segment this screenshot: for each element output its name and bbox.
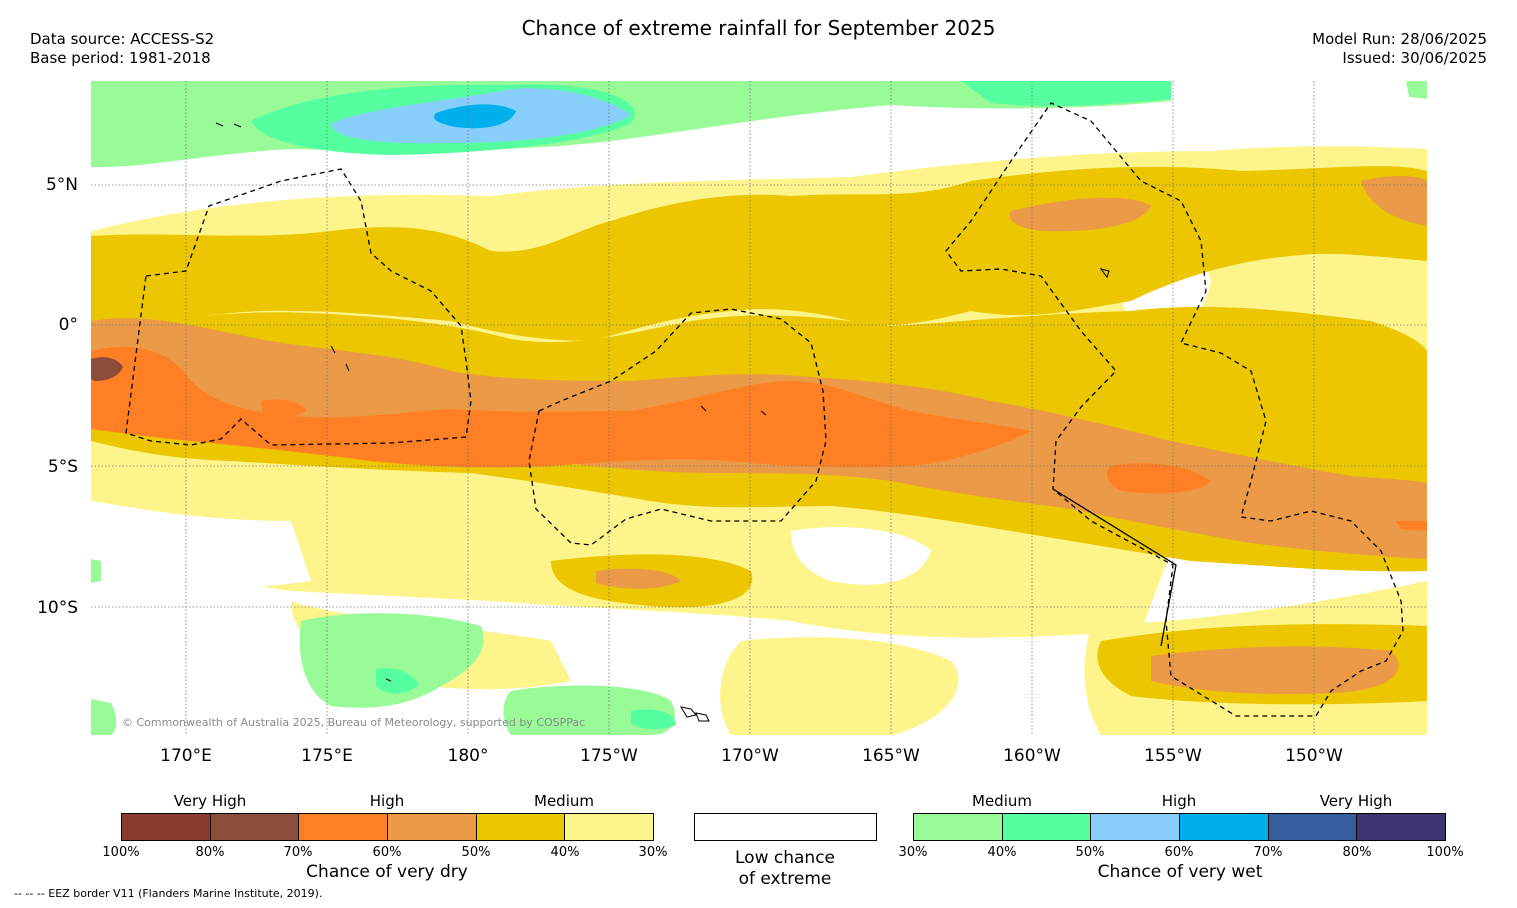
dry-region-orange <box>91 346 1031 468</box>
wet-caption: Chance of very wet <box>1097 862 1263 882</box>
dry-region-very-high <box>91 357 123 381</box>
model-run-text: Model Run: 28/06/2025 <box>1312 30 1487 48</box>
lon-label-155w: 155°W <box>1144 746 1202 766</box>
lon-label-170w: 170°W <box>721 746 779 766</box>
wet-very-high-label: Very High <box>1319 792 1393 810</box>
low-chance-line1: Low chance <box>735 848 835 868</box>
dry-swatch <box>388 814 477 840</box>
wet-pct-label: 50% <box>1075 845 1105 860</box>
issued-text: Issued: 30/06/2025 <box>1342 49 1487 67</box>
dry-swatch <box>210 814 300 840</box>
lat-label-0: 0° <box>58 315 78 335</box>
header-right: Model Run: 28/06/2025 Issued: 30/06/2025 <box>1312 30 1487 68</box>
copyright-text: © Commonwealth of Australia 2025, Bureau… <box>122 716 586 729</box>
wet-high-label: High <box>1161 792 1197 810</box>
wet-colorbar <box>913 813 1446 841</box>
lon-label-150w: 150°W <box>1285 746 1343 766</box>
dry-medium-label: Medium <box>534 792 594 810</box>
lon-label-175e: 175°E <box>301 746 353 766</box>
header-left: Data source: ACCESS-S2 Base period: 1981… <box>30 30 214 68</box>
dry-swatch <box>476 814 566 840</box>
data-source-text: Data source: ACCESS-S2 <box>30 30 215 48</box>
dry-caption: Chance of very dry <box>306 862 468 882</box>
dry-swatch <box>122 814 211 840</box>
dry-very-high-label: Very High <box>173 792 247 810</box>
graticule <box>91 81 1427 735</box>
lon-label-180: 180° <box>447 746 489 766</box>
lon-label-160w: 160°W <box>1003 746 1061 766</box>
lon-label-165w: 165°W <box>862 746 920 766</box>
eez-borders <box>125 102 1404 717</box>
wet-swatch <box>1357 814 1446 840</box>
dry-swatch <box>299 814 389 840</box>
lon-label-175w: 175°W <box>580 746 638 766</box>
lat-label-5n: 5°N <box>45 175 78 195</box>
low-chance-line2: of extreme <box>738 869 832 889</box>
wet-pct-label: 40% <box>987 845 1017 860</box>
wet-swatch <box>914 814 1003 840</box>
wet-pct-label: 80% <box>1342 845 1372 860</box>
low-chance-caption: Low chance of extreme <box>685 848 885 890</box>
eez-footnote: -- -- -- EEZ border V11 (Flanders Marine… <box>14 887 323 900</box>
lat-label-10s: 10°S <box>37 598 78 618</box>
wet-swatch <box>1002 814 1092 840</box>
dry-high-label: High <box>369 792 405 810</box>
base-period-text: Base period: 1981-2018 <box>30 49 211 67</box>
wet-pct-label: 30% <box>898 845 928 860</box>
dry-pct-label: 70% <box>283 845 313 860</box>
dry-pct-label: 40% <box>550 845 580 860</box>
dry-pct-label: 50% <box>461 845 491 860</box>
dry-swatch <box>565 814 654 840</box>
wet-region-south <box>299 613 484 708</box>
island-outlines <box>215 122 1110 722</box>
wet-region-north-veryhigh <box>434 104 516 129</box>
wet-swatch <box>1091 814 1181 840</box>
wet-pct-label: 70% <box>1253 845 1283 860</box>
map-title: Chance of extreme rainfall for September… <box>521 16 996 40</box>
dry-pct-label: 80% <box>195 845 225 860</box>
dry-colorbar <box>121 813 654 841</box>
dry-pct-label: 100% <box>102 845 140 860</box>
dry-pct-label: 60% <box>372 845 402 860</box>
lon-label-170e: 170°E <box>160 746 212 766</box>
low-chance-swatch <box>694 813 877 841</box>
dry-pct-label: 30% <box>638 845 668 860</box>
wet-pct-label: 60% <box>1164 845 1194 860</box>
wet-swatch <box>1268 814 1358 840</box>
wet-medium-label: Medium <box>972 792 1032 810</box>
lat-label-5s: 5°S <box>47 457 78 477</box>
wet-swatch <box>1180 814 1269 840</box>
eez-solid-segment <box>1052 488 1177 647</box>
rainfall-map <box>91 81 1427 735</box>
wet-pct-label: 100% <box>1426 845 1464 860</box>
